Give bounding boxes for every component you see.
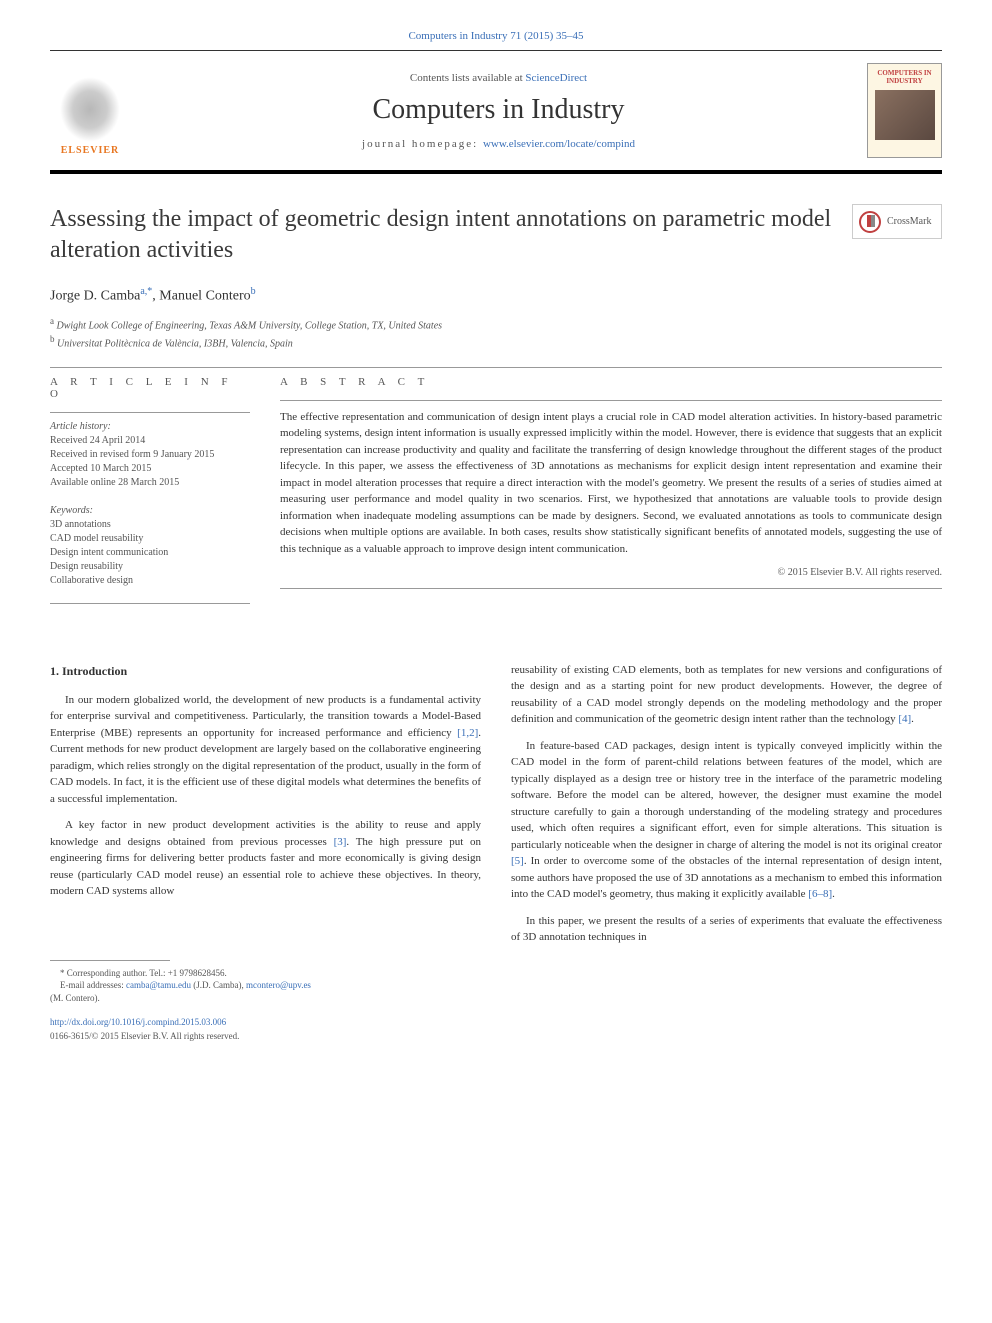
divider <box>50 367 942 368</box>
doi-link[interactable]: http://dx.doi.org/10.1016/j.compind.2015… <box>50 1016 481 1030</box>
crossmark-icon <box>859 211 881 233</box>
journal-header: ELSEVIER Contents lists available at Sci… <box>50 50 942 174</box>
info-abstract-row: A R T I C L E I N F O Article history: R… <box>50 376 942 612</box>
body-column-left: 1. Introduction In our modern globalized… <box>50 662 481 1044</box>
history-item: Received in revised form 9 January 2015 <box>50 448 250 462</box>
body-paragraph: reusability of existing CAD elements, bo… <box>511 662 942 728</box>
reference-link[interactable]: [4] <box>898 713 911 725</box>
affiliation-item: b Universitat Politècnica de València, I… <box>50 333 942 351</box>
keyword: Design reusability <box>50 560 250 574</box>
affiliation-item: a Dwight Look College of Engineering, Te… <box>50 315 942 333</box>
elsevier-logo[interactable]: ELSEVIER <box>50 66 130 156</box>
cover-image <box>875 90 935 140</box>
journal-citation[interactable]: Computers in Industry 71 (2015) 35–45 <box>50 30 942 42</box>
footnote-email: E-mail addresses: camba@tamu.edu (J.D. C… <box>50 979 481 992</box>
article-title: Assessing the impact of geometric design… <box>50 204 852 266</box>
reference-link[interactable]: [6–8] <box>808 888 832 900</box>
authors: Jorge D. Cambaa,*, Manuel Conterob <box>50 286 942 305</box>
article-info-column: A R T I C L E I N F O Article history: R… <box>50 376 250 612</box>
homepage-line: journal homepage: www.elsevier.com/locat… <box>130 138 867 150</box>
info-label: A R T I C L E I N F O <box>50 376 250 400</box>
elsevier-tree-icon <box>60 77 120 142</box>
history-item: Accepted 10 March 2015 <box>50 462 250 476</box>
history-item: Available online 28 March 2015 <box>50 476 250 490</box>
footnote-corresponding: * Corresponding author. Tel.: +1 9798628… <box>50 967 481 980</box>
abstract-text: The effective representation and communi… <box>280 409 942 558</box>
contents-line: Contents lists available at ScienceDirec… <box>130 72 867 84</box>
copyright: © 2015 Elsevier B.V. All rights reserved… <box>280 567 942 578</box>
divider <box>50 412 250 413</box>
elsevier-label: ELSEVIER <box>61 145 120 156</box>
keyword: Collaborative design <box>50 574 250 588</box>
issn-line: 0166-3615/© 2015 Elsevier B.V. All right… <box>50 1030 481 1044</box>
footnote-divider <box>50 960 170 961</box>
abstract-column: A B S T R A C T The effective representa… <box>280 376 942 612</box>
author-sup[interactable]: b <box>251 286 256 297</box>
keyword: CAD model reusability <box>50 532 250 546</box>
email-link[interactable]: mcontero@upv.es <box>246 980 311 990</box>
footnote-email-name: (M. Contero). <box>50 992 481 1005</box>
body-column-right: reusability of existing CAD elements, bo… <box>511 662 942 1044</box>
keyword: 3D annotations <box>50 518 250 532</box>
journal-cover[interactable]: COMPUTERS IN INDUSTRY <box>867 63 942 158</box>
keywords-label: Keywords: <box>50 505 250 516</box>
title-row: Assessing the impact of geometric design… <box>50 204 942 266</box>
history-item: Received 24 April 2014 <box>50 434 250 448</box>
journal-name: Computers in Industry <box>130 94 867 126</box>
body-paragraph: In this paper, we present the results of… <box>511 913 942 946</box>
reference-link[interactable]: [5] <box>511 855 524 867</box>
body-columns: 1. Introduction In our modern globalized… <box>50 662 942 1044</box>
sciencedirect-link[interactable]: ScienceDirect <box>525 72 587 84</box>
abstract-label: A B S T R A C T <box>280 376 942 388</box>
keyword: Design intent communication <box>50 546 250 560</box>
reference-link[interactable]: [1,2] <box>457 727 478 739</box>
header-center: Contents lists available at ScienceDirec… <box>130 72 867 150</box>
affiliations: a Dwight Look College of Engineering, Te… <box>50 315 942 352</box>
body-paragraph: In feature-based CAD packages, design in… <box>511 738 942 903</box>
crossmark-badge[interactable]: CrossMark <box>852 204 942 239</box>
history-label: Article history: <box>50 421 250 432</box>
reference-link[interactable]: [3] <box>334 836 347 848</box>
homepage-link[interactable]: www.elsevier.com/locate/compind <box>483 138 635 150</box>
body-paragraph: In our modern globalized world, the deve… <box>50 692 481 808</box>
divider <box>280 588 942 589</box>
body-paragraph: A key factor in new product development … <box>50 817 481 900</box>
divider <box>280 400 942 401</box>
section-heading: 1. Introduction <box>50 662 481 680</box>
author-sup[interactable]: a,* <box>140 286 152 297</box>
divider <box>50 603 250 604</box>
email-link[interactable]: camba@tamu.edu <box>126 980 191 990</box>
